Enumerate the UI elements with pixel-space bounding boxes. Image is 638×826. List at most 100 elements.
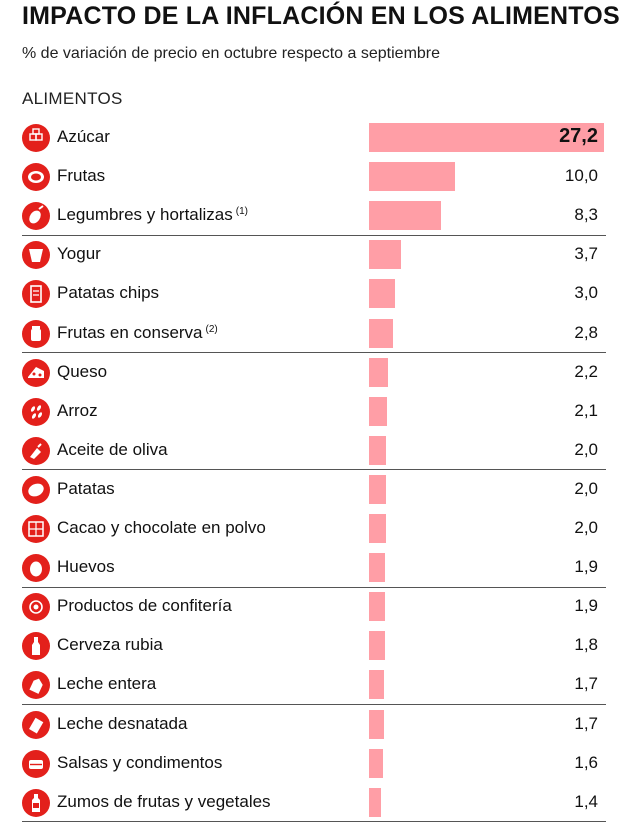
bar-label-text: Yogur [57,244,101,264]
bar-label-text: Frutas en conserva [57,322,203,342]
bar-label: Leche desnatada [57,714,187,734]
juice-bottle-icon [22,788,50,817]
oil-bottle-icon [22,436,50,465]
bar [369,396,388,426]
bar-label-text: Leche desnatada [57,713,188,733]
bar-row: Yogur 3,7 [0,235,638,274]
bar-label: Productos de confitería [57,596,232,616]
bar-value-label: 8,3 [574,205,598,225]
bar-value-label: 2,1 [574,400,598,420]
bar-value-label: 2,0 [574,518,598,537]
bar-value-label: 1,7 [574,674,598,694]
bar [369,318,394,348]
section-heading: ALIMENTOS [22,89,123,108]
bar-row: Legumbres y hortalizas (1) 8,3 [0,196,638,235]
bar-row: Productos de confitería 1,9 [0,587,638,626]
bar-value-label: 2,0 [574,439,598,459]
jar-icon [22,319,50,348]
bar-label-text: Patatas [57,478,115,498]
group-divider [22,704,606,705]
bar-label: Leche entera [57,674,156,694]
eggplant-icon [22,202,50,231]
bar-label: Yogur [57,244,101,264]
bar-value-label: 2,0 [574,478,598,498]
bar-row: Patatas 2,0 [0,470,638,509]
bar-label-text: Queso [57,361,108,381]
footnote-marker: (1) [235,206,248,218]
beer-bottle-icon [22,632,50,661]
bar [369,670,384,700]
bar-row: Cacao y chocolate en polvo 2,0 [0,509,638,548]
bar-row: Leche desnatada 1,7 [0,705,638,744]
group-divider [22,352,606,354]
bar-label-text: Aceite de oliva [57,439,168,459]
bar-row: Frutas en conserva (2) 2,8 [0,314,638,353]
milk-carton-skim-icon [22,710,50,739]
bar [369,474,387,504]
bar-label: Patatas chips [57,283,159,303]
bar-label-text: Zumos de frutas y vegetales [57,791,271,811]
bar-label: Azúcar [57,127,110,147]
footnote-marker: (2) [205,323,218,335]
bar-row: Frutas 10,0 [0,157,638,196]
bar-value-label: 3,7 [574,244,598,264]
bar-row: Azúcar 27,2 [0,118,638,157]
egg-icon [22,554,50,583]
bar-label: Zumos de frutas y vegetales [57,792,271,812]
bar-label-text: Patatas chips [57,283,160,303]
bar [369,787,382,817]
bar-label-text: Cacao y chocolate en polvo [57,518,266,537]
bar-label-text: Legumbres y hortalizas [57,205,233,225]
bar [369,240,401,270]
bar-value-label: 2,8 [574,322,598,342]
bar-value-label: 1,9 [574,596,598,616]
bar [369,553,386,583]
bar-row: Leche entera 1,7 [0,665,638,704]
sugar-cubes-icon [22,124,50,152]
bar-row: Salsas y condimentos 1,6 [0,744,638,783]
bar [369,435,387,465]
bar-label-text: Arroz [57,400,98,420]
chips-bag-icon [22,280,50,309]
bar-value-label: 1,9 [574,557,598,577]
bar [369,162,456,192]
chocolate-icon [22,515,50,543]
bar [369,123,604,152]
bar [369,279,395,309]
bar-label: Frutas [57,166,105,186]
candy-icon [22,593,50,622]
bar-label: Patatas [57,479,115,499]
bar-label-text: Cerveza rubia [57,635,163,655]
bar-label: Arroz [57,401,98,421]
bar [369,201,441,231]
bar-label: Cerveza rubia [57,635,163,655]
bar-label-text: Azúcar [57,127,110,146]
sauce-can-icon [22,749,50,778]
bar [369,514,387,543]
bar-label: Salsas y condimentos [57,753,222,773]
group-divider [22,586,606,588]
bar-value-label: 1,7 [574,713,598,733]
milk-carton-icon [22,671,50,700]
bar-row: Patatas chips 3,0 [0,274,638,313]
bar-value-label: 3,0 [574,283,598,303]
cheese-icon [22,358,50,387]
bar-value-label: 1,6 [574,752,598,772]
potato-icon [22,475,50,504]
yogurt-cup-icon [22,241,50,270]
bar-row: Arroz 2,1 [0,392,638,431]
rice-grains-icon [22,397,50,426]
bar-value-label: 1,4 [574,791,598,811]
bar-label-text: Frutas [57,166,106,186]
bar [369,709,384,739]
bar-label-text: Productos de confitería [57,596,232,616]
bar-label: Huevos [57,557,115,577]
bar [369,592,386,622]
bar-row: Aceite de oliva 2,0 [0,431,638,470]
group-divider [22,821,606,823]
bar-label-text: Huevos [57,557,115,577]
bar-value-label: 2,2 [574,361,598,381]
bar [369,748,383,778]
bar-value-label: 10,0 [564,166,598,186]
melon-icon [22,163,50,192]
